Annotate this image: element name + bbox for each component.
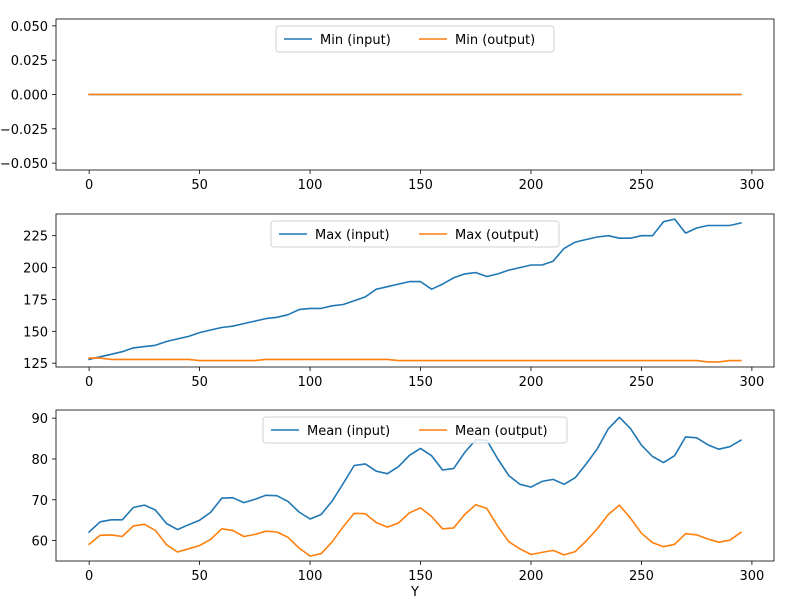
series-line-max-input	[88, 218, 742, 361]
legend: Mean (input) Mean (output)	[262, 416, 568, 444]
legend: Min (input) Min (output)	[275, 25, 555, 53]
x-tick-label: 150	[408, 178, 433, 193]
series-group	[87, 416, 743, 557]
x-tick-label: 150	[408, 569, 433, 584]
x-tick-label: 0	[85, 178, 93, 193]
y-tick-label: 0.025	[11, 54, 48, 69]
legend-label: Max (output)	[455, 228, 539, 243]
chart-panel-max: 0 50 100 150 200 250 300 125 150 175 200 225 Max (i…	[23, 213, 775, 390]
x-tick-label: 100	[298, 375, 323, 390]
x-tick-label: 300	[739, 569, 764, 584]
y-tick-label: 225	[23, 230, 48, 245]
x-tick-label: 200	[519, 375, 544, 390]
x-axis-label: Y	[410, 585, 419, 600]
legend-entry-mean-output: Mean (output)	[419, 424, 548, 439]
legend-entry-max-output: Max (output)	[419, 228, 539, 243]
series-group	[88, 218, 742, 363]
x-tick-label: 50	[191, 375, 208, 390]
x-tick-label: 50	[191, 569, 208, 584]
x-tick-label: 200	[519, 178, 544, 193]
x-tick-label: 0	[85, 569, 93, 584]
x-tick-label: 100	[298, 569, 323, 584]
x-tick-label: 250	[629, 375, 654, 390]
legend-entry-mean-input: Mean (input)	[271, 424, 390, 439]
legend-box	[275, 25, 555, 53]
x-tick-label: 300	[739, 375, 764, 390]
series-line-mean-output	[87, 503, 743, 557]
x-tick-label: 150	[408, 375, 433, 390]
y-tick-label: 200	[23, 262, 48, 277]
legend-box	[270, 220, 560, 248]
axes: 0 50 100 150 200 250 300 60 70 80 90	[31, 412, 764, 584]
y-tick-label: 0.000	[11, 89, 48, 104]
plot-area	[55, 409, 775, 562]
legend-entry-max-input: Max (input)	[279, 228, 390, 243]
y-tick-label: 60	[31, 535, 48, 550]
legend-label: Min (input)	[320, 33, 391, 48]
legend: Max (input) Max (output)	[270, 220, 560, 248]
x-tick-label: 200	[519, 569, 544, 584]
y-tick-label: 0.050	[11, 20, 48, 35]
y-tick-label: −0.025	[0, 123, 48, 138]
axes: 0 50 100 150 200 250 300 −0.050 −0.025 0.000 0.025…	[0, 20, 764, 193]
x-tick-label: 0	[85, 375, 93, 390]
plot-area	[55, 213, 775, 368]
chart-panel-mean: 0 50 100 150 200 250 300 60 70 80 90 Mean (input) …	[31, 409, 775, 600]
series-line-max-output	[88, 357, 742, 363]
y-tick-label: −0.050	[0, 157, 48, 172]
x-tick-label: 250	[629, 178, 654, 193]
y-tick-label: 150	[23, 325, 48, 340]
legend-entry-min-input: Min (input)	[284, 33, 391, 48]
legend-box	[262, 416, 568, 444]
y-tick-label: 70	[31, 494, 48, 509]
x-tick-label: 50	[191, 178, 208, 193]
y-tick-label: 175	[23, 293, 48, 308]
x-tick-label: 300	[739, 178, 764, 193]
axes: 0 50 100 150 200 250 300 125 150 175 200 225	[23, 230, 764, 390]
y-tick-label: 125	[23, 357, 48, 372]
series-line-mean-input	[87, 416, 742, 534]
legend-label: Min (output)	[455, 33, 535, 48]
x-tick-label: 250	[629, 569, 654, 584]
legend-label: Mean (input)	[307, 424, 390, 439]
y-tick-label: 90	[31, 412, 48, 427]
x-tick-label: 100	[298, 178, 323, 193]
legend-label: Max (input)	[315, 228, 390, 243]
y-tick-label: 80	[31, 453, 48, 468]
legend-label: Mean (output)	[455, 424, 548, 439]
chart-panel-min: 0 50 100 150 200 250 300 −0.050 −0.025 0.000 0.025…	[0, 18, 775, 193]
legend-entry-min-output: Min (output)	[419, 33, 535, 48]
